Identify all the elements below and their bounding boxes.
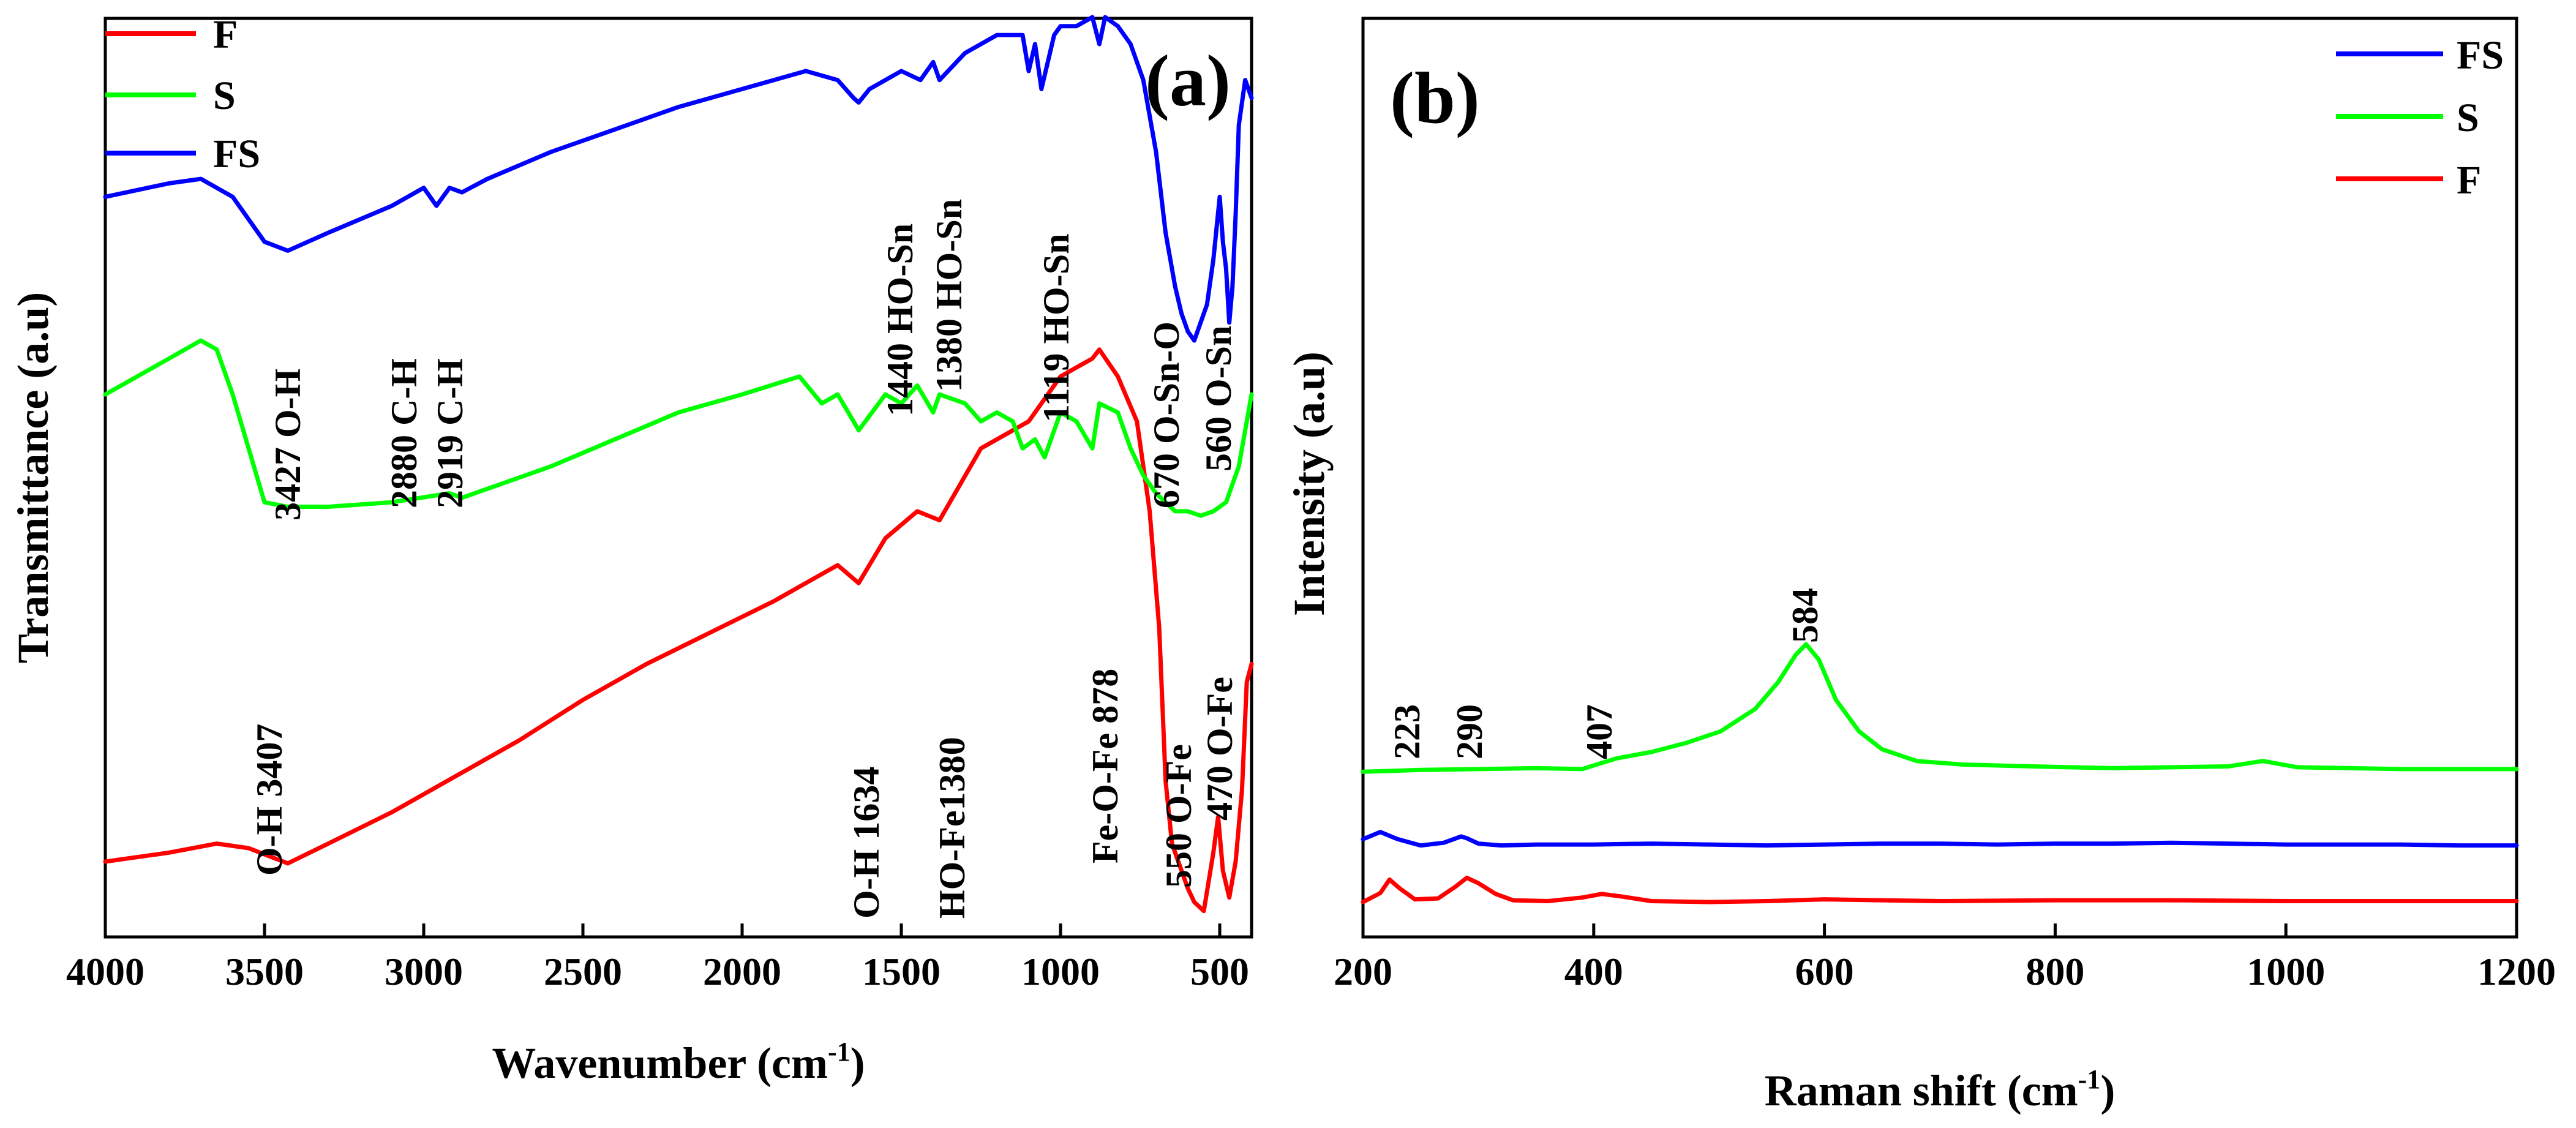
legend-label-f: F — [213, 12, 238, 57]
panel-a-y-axis-title: Transmittance (a.u) — [9, 292, 58, 664]
annotation-1440-ho-sn: 1440 HO-Sn — [880, 224, 920, 416]
panel-b-annotations: 223 290 407 584 — [1387, 588, 1825, 759]
annotation-2919-ch: 2919 C-H — [430, 358, 470, 508]
panel-b-x-axis-title-sup: -1 — [2078, 1064, 2101, 1094]
panel-b-label: (b) — [1390, 57, 1480, 138]
panel-b-x-ticks: 200 400 600 800 1000 1200 — [1334, 923, 2556, 993]
panel-a-frame — [103, 17, 1253, 939]
panel-a: 4000 3500 3000 2500 2000 1500 1000 500 F S FS (… — [9, 12, 1254, 1088]
panel-b-x-axis-title-main: Raman shift (cm — [1765, 1066, 2078, 1115]
annotation-290: 290 — [1449, 704, 1490, 759]
panel-b-y-axis-title: Intensity (a.u) — [1285, 352, 1334, 616]
x-tick-label: 1000 — [2247, 950, 2325, 993]
annotation-407: 407 — [1579, 704, 1620, 759]
panel-a-x-ticks: 4000 3500 3000 2500 2000 1500 1000 500 — [66, 923, 1249, 993]
legend-label-fs: FS — [2457, 33, 2504, 78]
legend-label-s: S — [213, 73, 236, 118]
series-line-fs — [103, 15, 1254, 343]
panel-a-series — [103, 15, 1254, 914]
panel-a-annotations: 3427 O-H 2880 C-H 2919 C-H 1440 HO-Sn 13… — [249, 199, 1240, 919]
x-tick-label: 200 — [1334, 950, 1392, 993]
x-tick-label: 800 — [2026, 950, 2084, 993]
x-tick-label: 500 — [1190, 950, 1249, 993]
legend-label-f: F — [2457, 158, 2481, 203]
series-line-s — [103, 338, 1254, 518]
panel-a-x-axis-title-close: ) — [851, 1039, 865, 1088]
annotation-1119-ho-sn: 1119 HO-Sn — [1036, 234, 1076, 423]
panel-b-x-axis-title: Raman shift (cm-1) — [1765, 1064, 2116, 1115]
x-tick-label: 4000 — [66, 950, 145, 993]
panel-b-legend: FS S F — [2336, 33, 2504, 203]
annotation-560-o-sn: 560 O-Sn — [1198, 326, 1239, 472]
legend-label-fs: FS — [213, 132, 260, 176]
annotation-ho-fe-1380: HO-Fe1380 — [932, 737, 972, 919]
x-tick-label: 3000 — [385, 950, 463, 993]
annotation-oh-3407: O-H 3407 — [249, 724, 290, 876]
panel-a-x-axis-title-sup: -1 — [828, 1037, 851, 1067]
annotation-470-o-fe: 470 O-Fe — [1200, 677, 1240, 821]
series-line-f — [1361, 875, 2519, 904]
series-line-f — [103, 347, 1254, 914]
annotation-2880-ch: 2880 C-H — [384, 358, 424, 508]
x-tick-label: 1200 — [2477, 950, 2556, 993]
x-tick-label: 1000 — [1021, 950, 1100, 993]
panel-b: 200 400 600 800 1000 1200 FS S F (b) 223 290 … — [1285, 17, 2556, 1115]
x-tick-label: 2000 — [703, 950, 781, 993]
series-line-s — [1361, 642, 2519, 774]
panel-a-x-axis-title: Wavenumber (cm-1) — [492, 1037, 865, 1088]
annotation-223: 223 — [1387, 704, 1427, 759]
annotation-550-o-fe: 550 O-Fe — [1158, 744, 1199, 888]
x-tick-label: 600 — [1795, 950, 1854, 993]
panel-b-x-axis-title-close: ) — [2100, 1066, 2115, 1115]
panel-b-series — [1361, 642, 2519, 904]
x-tick-label: 2500 — [544, 950, 622, 993]
panel-a-label: (a) — [1145, 40, 1231, 121]
panel-b-frame — [1361, 17, 2518, 939]
x-tick-label: 400 — [1564, 950, 1623, 993]
annotation-584: 584 — [1785, 588, 1825, 643]
annotation-1380-ho-sn: 1380 HO-Sn — [929, 199, 969, 392]
panel-a-x-axis-title-main: Wavenumber (cm — [492, 1039, 828, 1088]
series-line-fs — [1361, 830, 2519, 848]
x-tick-label: 3500 — [225, 950, 304, 993]
annotation-fe-o-fe-878: Fe-O-Fe 878 — [1085, 669, 1125, 863]
annotation-670-o-sn-o: 670 O-Sn-O — [1146, 321, 1187, 508]
annotation-3427-oh: 3427 O-H — [268, 369, 308, 521]
x-tick-label: 1500 — [862, 950, 941, 993]
panel-a-legend: F S FS — [105, 12, 260, 176]
annotation-oh-1634: O-H 1634 — [846, 767, 887, 919]
legend-label-s: S — [2457, 96, 2479, 140]
